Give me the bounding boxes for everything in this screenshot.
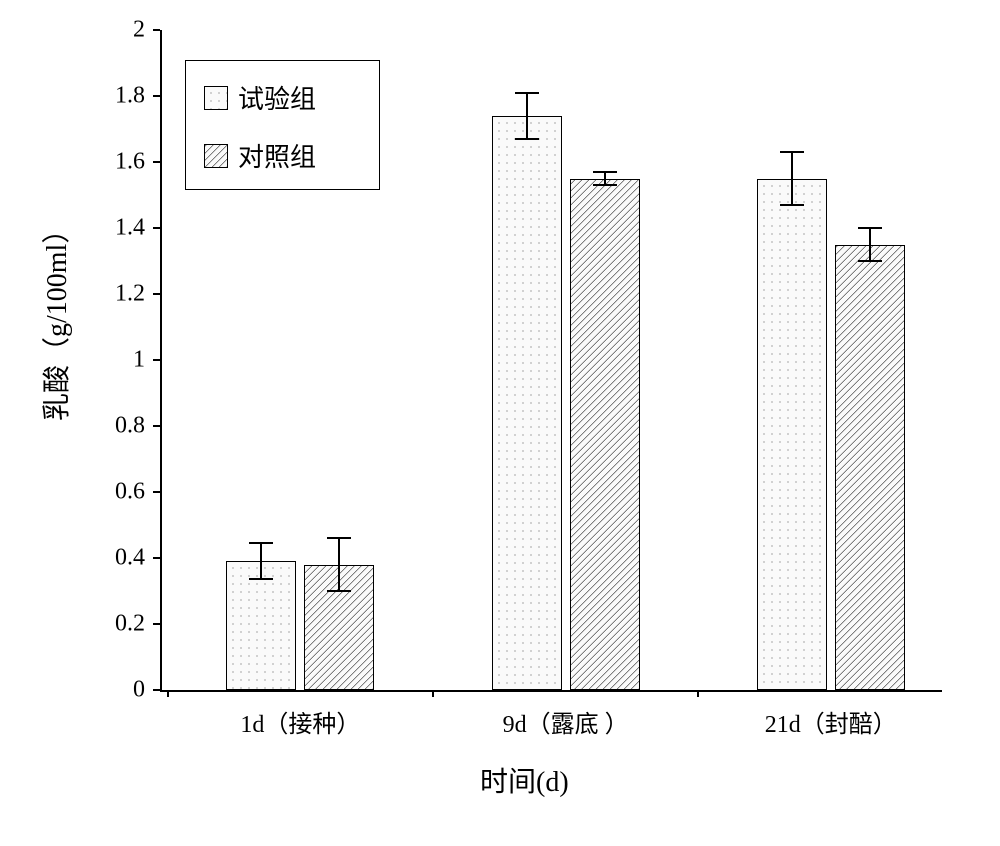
y-tick: [153, 95, 160, 97]
y-tick: [153, 623, 160, 625]
y-tick-label: 1: [73, 347, 145, 374]
legend-label: 对照组: [238, 137, 316, 174]
error-cap-top: [327, 537, 351, 539]
y-tick: [153, 227, 160, 229]
error-cap-top: [593, 171, 617, 173]
y-tick: [153, 293, 160, 295]
y-tick-label: 1.2: [73, 281, 145, 308]
legend-row: 对照组: [204, 137, 316, 174]
error-cap-top: [780, 151, 804, 153]
y-axis-label: 乳酸（g/100ml）: [35, 311, 75, 421]
y-tick-label: 0.8: [73, 413, 145, 440]
y-tick-label: 1.8: [73, 83, 145, 110]
y-tick-label: 1.6: [73, 149, 145, 176]
x-tick-label: 9d（露底 ）: [436, 704, 696, 739]
error-cap-top: [858, 227, 882, 229]
bar-dots: [226, 561, 296, 690]
error-bar: [791, 152, 793, 205]
y-tick: [153, 557, 160, 559]
error-cap-bot: [780, 204, 804, 206]
error-cap-top: [249, 542, 273, 544]
error-bar: [526, 93, 528, 139]
y-tick-label: 1.4: [73, 215, 145, 242]
x-tick-label: 21d（封醅）: [701, 704, 961, 739]
x-tick: [697, 690, 699, 697]
error-cap-bot: [858, 260, 882, 262]
y-tick-label: 0.2: [73, 611, 145, 638]
y-tick: [153, 359, 160, 361]
error-bar: [260, 543, 262, 579]
x-tick-label: 1d（接种）: [170, 704, 430, 739]
bar-hatch: [570, 179, 640, 691]
bar-hatch: [835, 245, 905, 691]
error-cap-bot: [593, 184, 617, 186]
y-tick-label: 0.4: [73, 545, 145, 572]
error-cap-top: [515, 92, 539, 94]
error-bar: [869, 228, 871, 261]
legend-swatch-dots: [204, 86, 228, 110]
y-tick-label: 2: [73, 17, 145, 44]
bar-dots: [492, 116, 562, 690]
error-cap-bot: [249, 578, 273, 580]
x-axis-label: 时间(d): [480, 760, 569, 800]
legend-swatch-hatch: [204, 144, 228, 168]
bar-chart: 0 0.2 0.4 0.6 0.8 1 1.2 1.4 1.6 1.8 2 乳酸（g/100ml） 1d…: [0, 0, 1000, 846]
error-bar: [338, 538, 340, 591]
error-bar: [604, 172, 606, 185]
bar-dots: [757, 179, 827, 691]
legend: 试验组对照组: [185, 60, 380, 190]
legend-label: 试验组: [238, 79, 316, 116]
y-tick-label: 0: [73, 677, 145, 704]
error-cap-bot: [327, 590, 351, 592]
y-tick: [153, 161, 160, 163]
y-tick-label: 0.6: [73, 479, 145, 506]
x-tick: [432, 690, 434, 697]
y-tick: [153, 491, 160, 493]
error-cap-bot: [515, 138, 539, 140]
y-tick: [153, 29, 160, 31]
y-tick: [153, 425, 160, 427]
x-tick: [167, 690, 169, 697]
legend-row: 试验组: [204, 79, 316, 116]
y-tick: [153, 689, 160, 691]
